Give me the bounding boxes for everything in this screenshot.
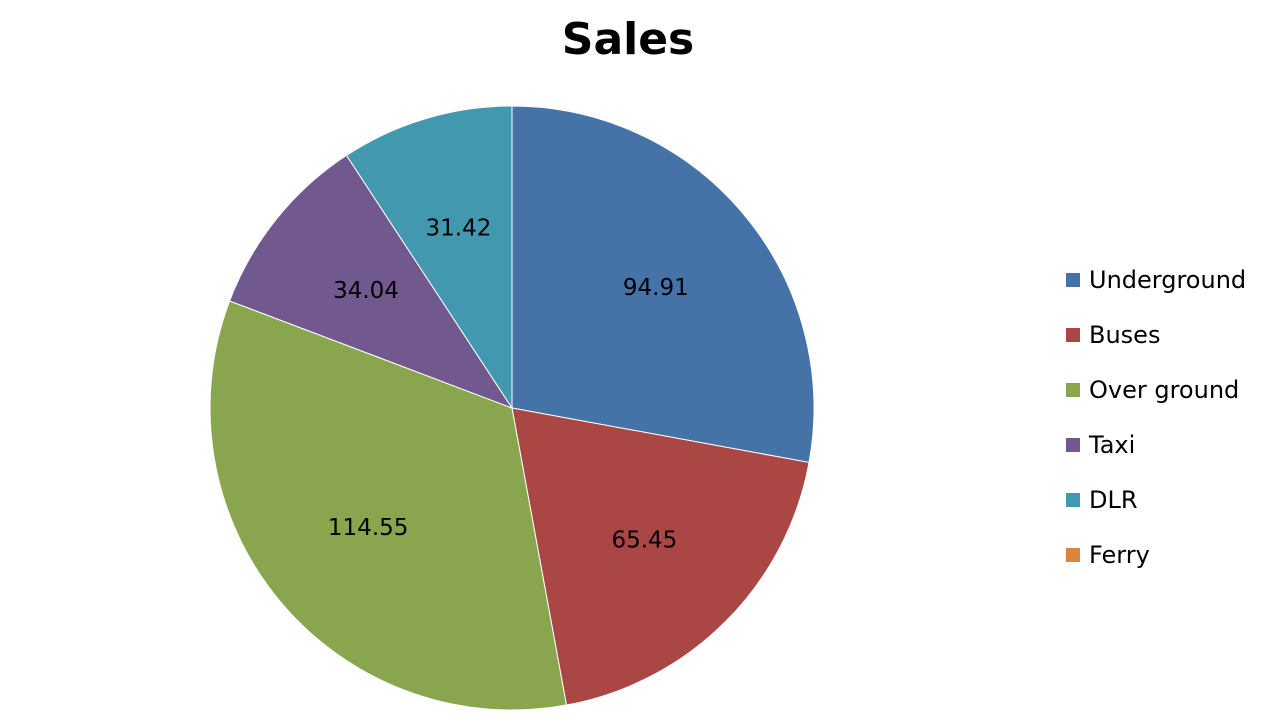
legend-label: Buses: [1089, 320, 1161, 349]
legend-swatch-buses: [1066, 327, 1080, 342]
legend-label: Ferry: [1089, 540, 1150, 569]
chart-title: Sales: [561, 14, 695, 65]
pie-slice-over-ground: [209, 300, 568, 711]
legend: Underground Buses Over ground Taxi DLR Ferry: [1066, 252, 1246, 582]
data-label-taxi: 34.04: [333, 278, 399, 304]
legend-swatch-dlr: [1066, 492, 1080, 507]
legend-label: Over ground: [1089, 375, 1240, 404]
legend-swatch-taxi: [1066, 437, 1080, 452]
legend-item-taxi: Taxi: [1066, 417, 1246, 472]
data-label-underground: 94.91: [623, 275, 689, 301]
legend-label: Underground: [1089, 265, 1247, 294]
legend-item-underground: Underground: [1066, 252, 1246, 307]
pie-slice-buses: [511, 407, 810, 706]
legend-swatch-underground: [1066, 272, 1080, 287]
data-label-over-ground: 114.55: [328, 515, 408, 541]
legend-item-buses: Buses: [1066, 307, 1246, 362]
data-label-dlr: 31.42: [426, 216, 492, 242]
legend-item-dlr: DLR: [1066, 472, 1246, 527]
pie-slice-taxi: [228, 154, 514, 410]
legend-swatch-over-ground: [1066, 382, 1080, 397]
pie-slice-underground: [511, 105, 815, 464]
pie-slice-dlr: [345, 105, 513, 410]
legend-item-over-ground: Over ground: [1066, 362, 1246, 417]
pie-data-labels: 94.91 65.45 114.55 34.04 31.42: [328, 216, 689, 554]
data-label-buses: 65.45: [611, 527, 677, 553]
pie-slices: [209, 105, 815, 711]
legend-label: Taxi: [1089, 430, 1136, 459]
legend-swatch-ferry: [1066, 547, 1080, 562]
legend-label: DLR: [1089, 485, 1138, 514]
legend-item-ferry: Ferry: [1066, 527, 1246, 582]
